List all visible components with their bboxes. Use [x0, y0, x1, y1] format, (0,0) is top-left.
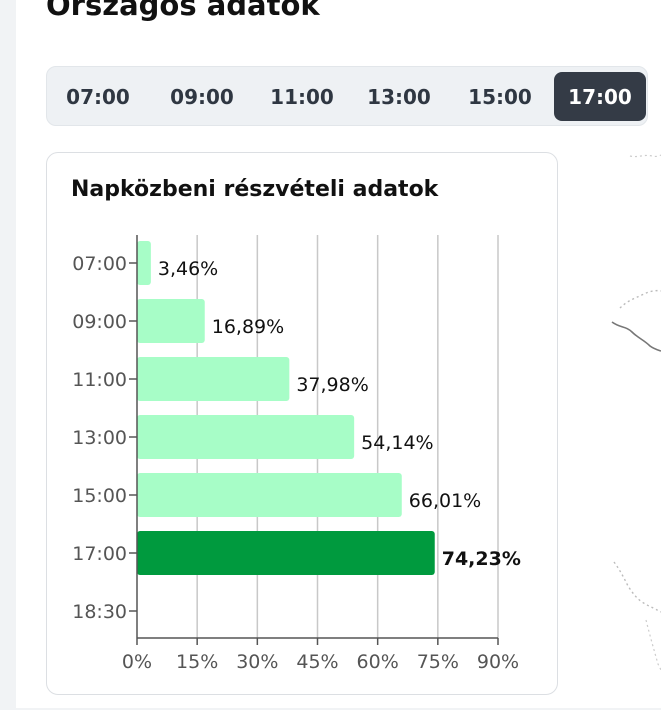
- bar-1100: [137, 357, 290, 401]
- bar-value-label: 3,46%: [158, 258, 218, 280]
- bar-value-label: 66,01%: [409, 490, 481, 512]
- y-tick-label: 15:00: [72, 485, 127, 507]
- card-title: Napközbeni részvételi adatok: [71, 177, 439, 202]
- x-tick-label: 30%: [236, 651, 278, 673]
- bar-1500: [137, 473, 402, 517]
- tab-0700[interactable]: 07:00: [66, 84, 130, 109]
- map-preview: [611, 154, 661, 671]
- bar-value-label: 37,98%: [296, 374, 368, 396]
- x-tick-label: 45%: [296, 651, 338, 673]
- x-tick-label: 0%: [122, 651, 152, 673]
- tab-1100[interactable]: 11:00: [270, 84, 334, 109]
- y-tick-label: 13:00: [72, 427, 127, 449]
- bar-1300: [137, 415, 355, 459]
- bar-0900: [137, 299, 205, 343]
- y-tick-label: 09:00: [72, 311, 127, 333]
- y-tick-label: 11:00: [72, 369, 127, 391]
- bar-1700: [137, 531, 435, 575]
- bar-value-label: 54,14%: [361, 432, 433, 454]
- bar-value-label: 74,23%: [442, 548, 521, 570]
- bar-value-label: 16,89%: [212, 316, 284, 338]
- x-tick-label: 75%: [417, 651, 459, 673]
- main-panel: Országos adatok 07:00 09:00 11:00 13:00 …: [16, 0, 661, 708]
- y-tick-label: 07:00: [72, 253, 127, 275]
- bar-0700: [137, 241, 151, 285]
- participation-bar-chart: 3,46% 16,89% 37,98% 54,14% 66,01% 74,23% 07:00…: [72, 235, 521, 673]
- x-tick-label: 60%: [357, 651, 399, 673]
- x-tick-label: 15%: [176, 651, 218, 673]
- participation-card: Napközbeni részvételi adatok 3,46% 16,89%…: [46, 152, 558, 695]
- y-tick-label: 18:30: [72, 601, 127, 623]
- page-title: Országos adatok: [46, 0, 320, 22]
- tab-0900[interactable]: 09:00: [170, 84, 234, 109]
- x-tick-label: 90%: [477, 651, 519, 673]
- tab-1300[interactable]: 13:00: [367, 84, 431, 109]
- time-tabs: 07:00 09:00 11:00 13:00 15:00 17:00: [46, 66, 648, 126]
- tab-1500[interactable]: 15:00: [468, 84, 532, 109]
- tab-1700[interactable]: 17:00: [554, 72, 646, 121]
- y-tick-label: 17:00: [72, 543, 127, 565]
